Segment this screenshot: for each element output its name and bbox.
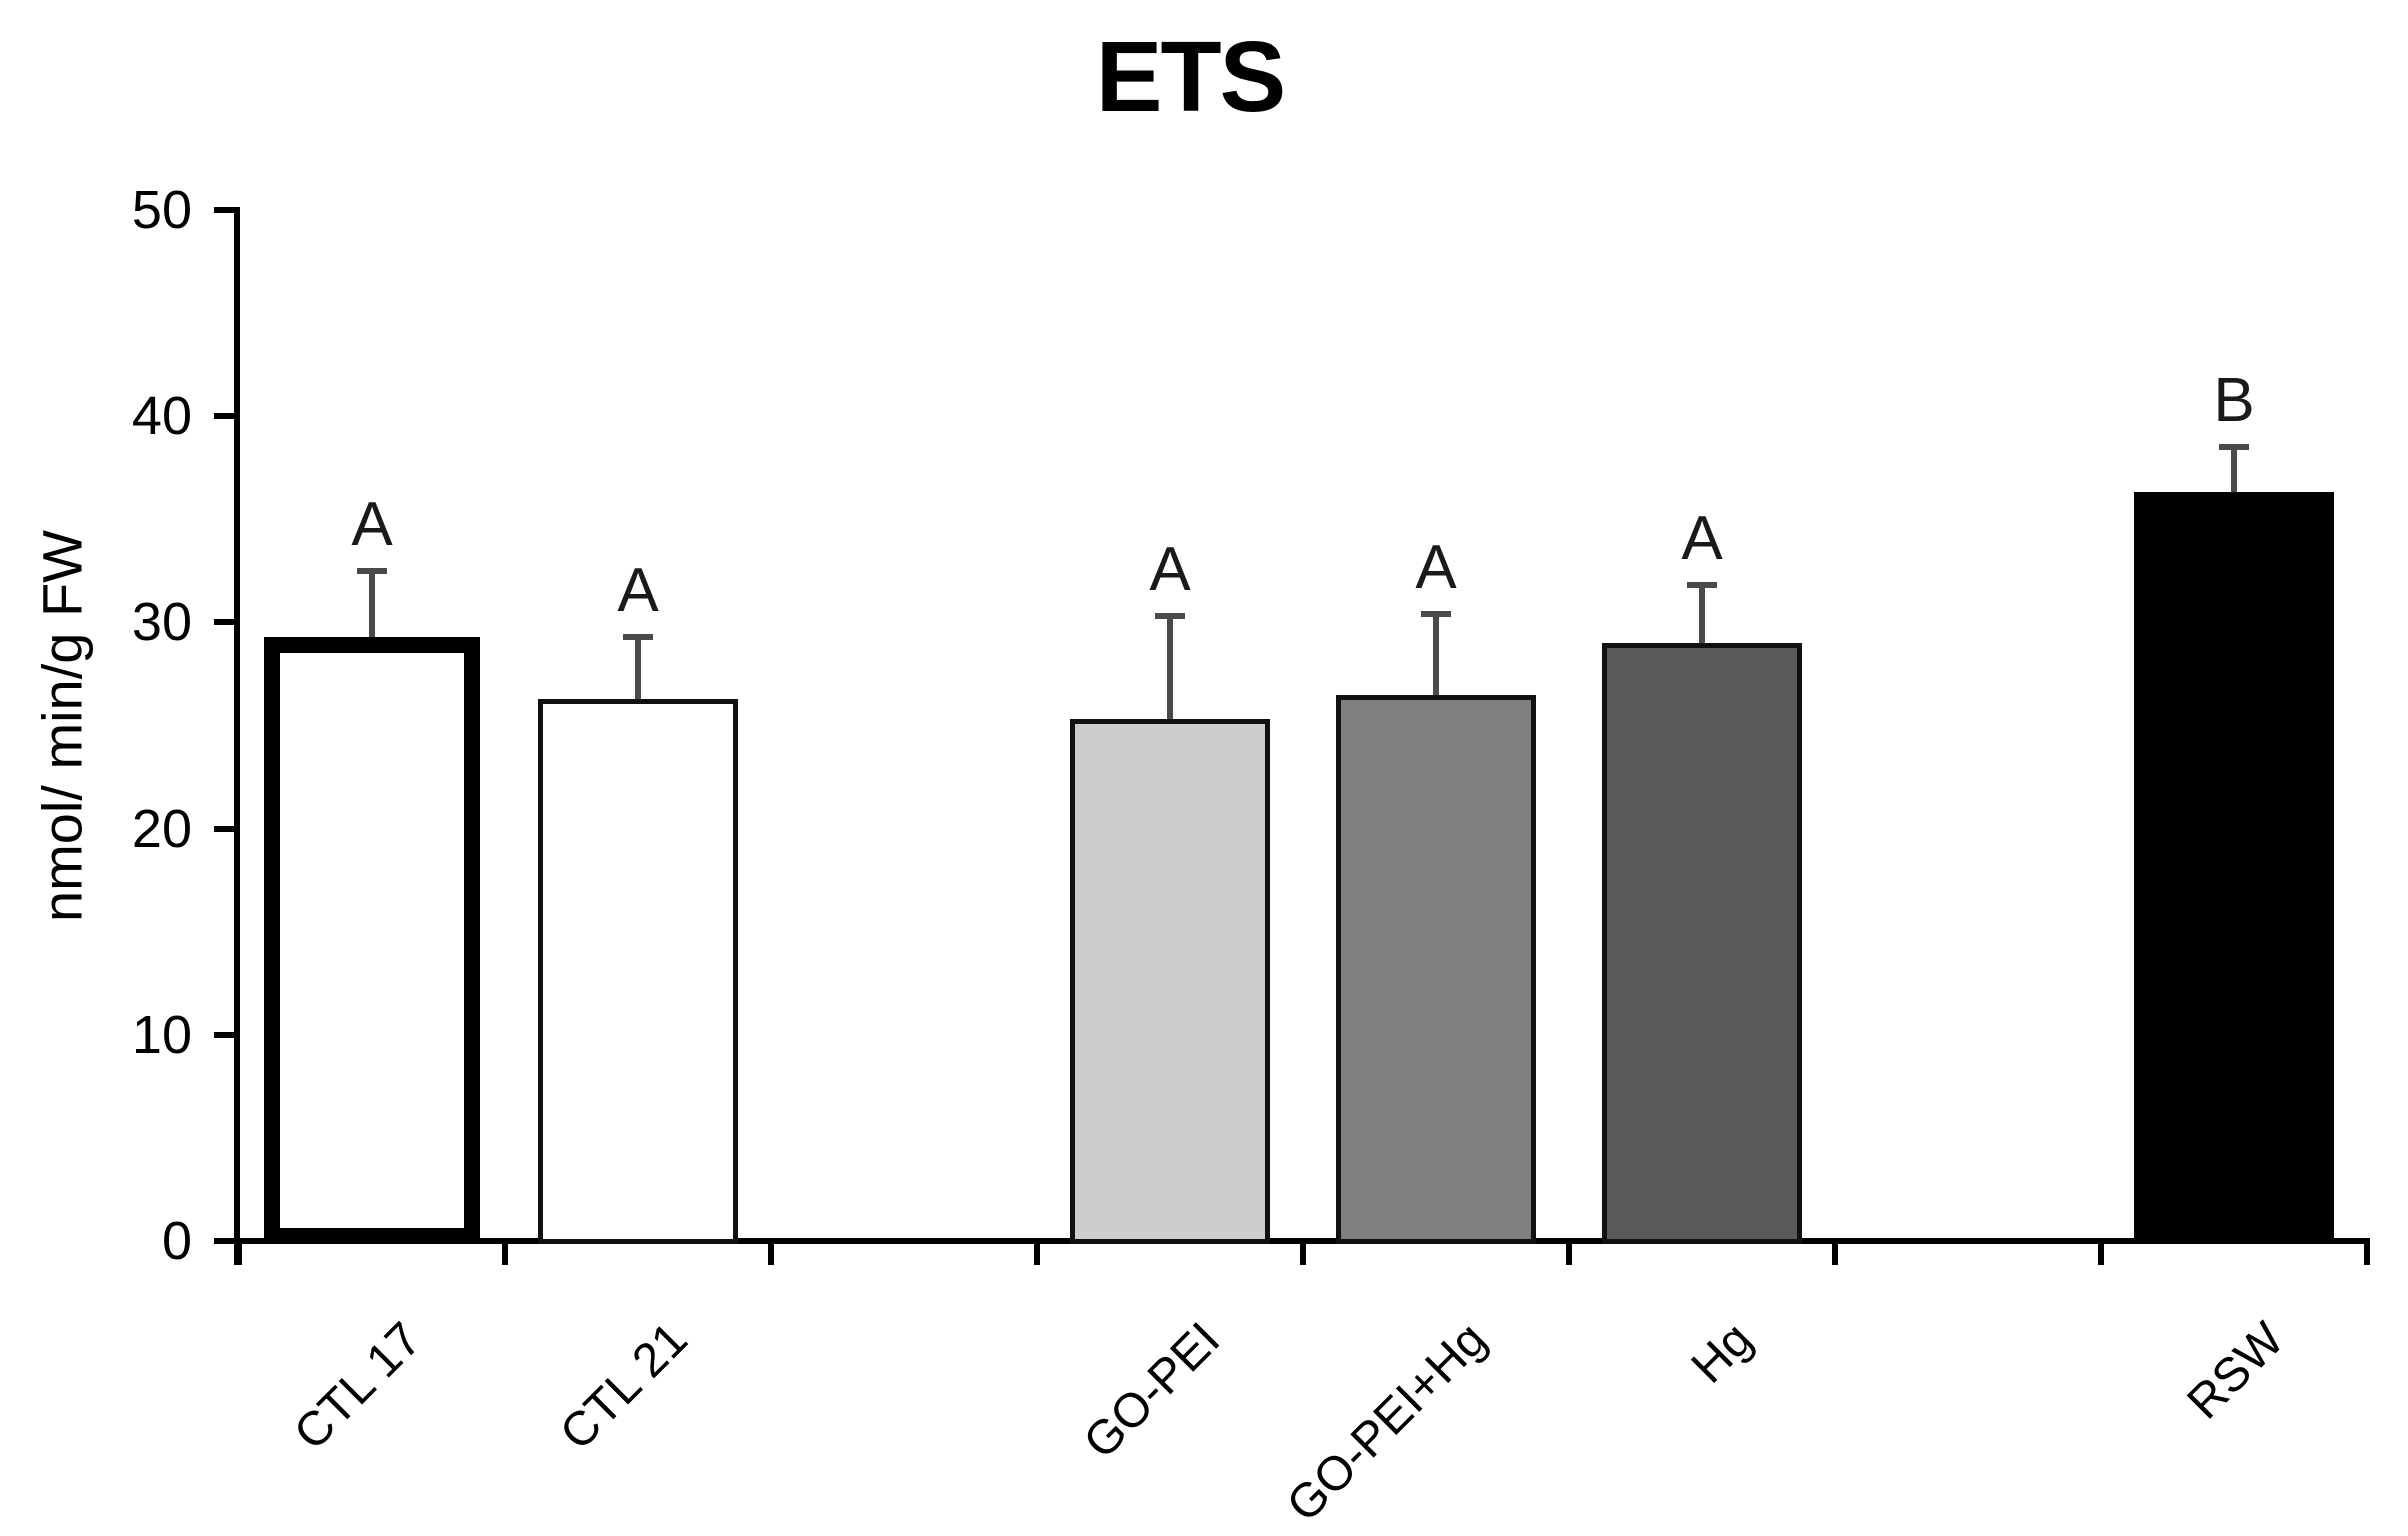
bar-ctl-17 <box>264 637 480 1244</box>
x-axis-tick <box>1300 1238 1306 1265</box>
x-axis-tick <box>2098 1238 2104 1265</box>
y-tick-label: 20 <box>131 799 192 859</box>
error-bar-stem-ctl-17 <box>369 571 375 637</box>
error-bar-stem-hg <box>1699 585 1705 643</box>
error-bar-cap-hg <box>1687 582 1717 588</box>
x-axis-tick <box>1034 1238 1040 1265</box>
bar-ctl-21 <box>538 699 738 1244</box>
x-tick-label-hg: Hg <box>1681 1312 1763 1394</box>
significance-letter-go-pei: A <box>1149 535 1191 604</box>
y-axis-tick <box>214 1238 240 1244</box>
x-tick-label-rsw: RSW <box>2177 1312 2295 1430</box>
error-bar-stem-go-pei <box>1167 616 1173 719</box>
y-tick-label: 30 <box>131 592 192 652</box>
y-axis-tick <box>214 826 240 832</box>
bar-rsw <box>2134 492 2334 1244</box>
y-tick-label: 50 <box>131 180 192 240</box>
significance-letter-rsw: B <box>2213 366 2255 435</box>
x-axis-tick <box>768 1238 774 1265</box>
y-axis-tick <box>214 1032 240 1038</box>
error-bar-stem-rsw <box>2231 447 2237 492</box>
error-bar-cap-ctl-21 <box>623 634 653 640</box>
x-axis-tick <box>502 1238 508 1265</box>
x-axis-tick <box>1566 1238 1572 1265</box>
error-bar-cap-go-pei <box>1155 613 1185 619</box>
bar-go-pei <box>1070 719 1270 1244</box>
y-axis-tick <box>214 413 240 419</box>
y-axis-tick <box>214 619 240 625</box>
y-tick-label: 10 <box>131 1005 192 1065</box>
x-tick-label-go-pei: GO-PEI <box>1073 1312 1231 1469</box>
x-axis-tick <box>2364 1238 2370 1265</box>
significance-letter-ctl-21: A <box>617 556 659 625</box>
y-axis-tick <box>214 207 240 213</box>
y-tick-label: 40 <box>131 386 192 446</box>
x-tick-label-ctl-21: CTL 21 <box>550 1312 699 1461</box>
error-bar-stem-ctl-21 <box>635 637 641 699</box>
bar-hg <box>1602 643 1802 1244</box>
x-axis-tick <box>1832 1238 1838 1265</box>
error-bar-cap-rsw <box>2219 444 2249 450</box>
y-axis-title-text: nmol/ min/g FW <box>30 529 94 923</box>
error-bar-cap-go-pei-hg <box>1421 611 1451 617</box>
y-tick-label: 0 <box>161 1211 192 1271</box>
x-tick-label-ctl-17: CTL 17 <box>284 1312 433 1461</box>
error-bar-cap-ctl-17 <box>357 568 387 574</box>
significance-letter-ctl-17: A <box>351 490 393 559</box>
y-axis-line <box>234 210 240 1265</box>
bar-go-pei-hg <box>1336 695 1536 1244</box>
error-bar-stem-go-pei-hg <box>1433 614 1439 695</box>
x-tick-label-go-pei-hg: GO-PEI+Hg <box>1276 1312 1497 1533</box>
significance-letter-go-pei-hg: A <box>1415 533 1457 602</box>
significance-letter-hg: A <box>1681 504 1723 573</box>
chart-title: ETS <box>1095 21 1286 133</box>
x-axis-tick <box>236 1238 242 1265</box>
